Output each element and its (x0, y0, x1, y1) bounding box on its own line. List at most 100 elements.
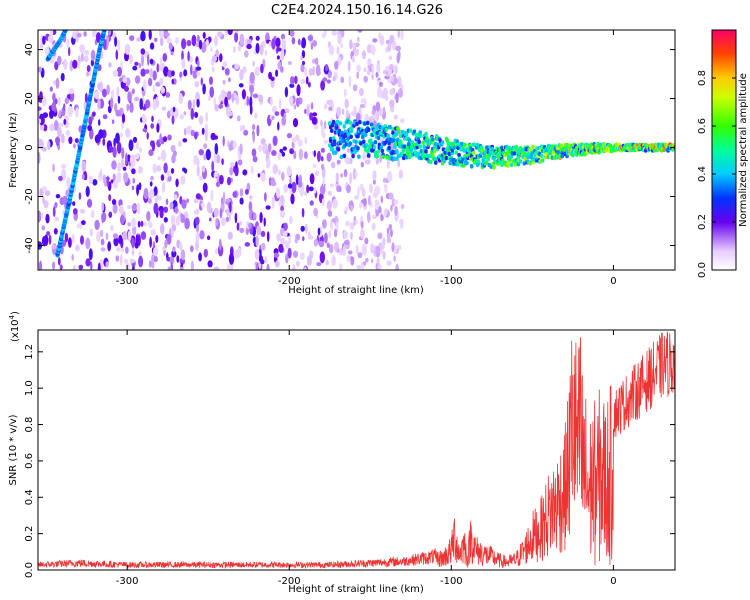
heatmap-cell (196, 222, 199, 234)
heatmap-cell (214, 248, 219, 255)
heatmap-cell (397, 76, 402, 88)
heatmap-cell (360, 161, 364, 168)
heatmap-cell (361, 188, 366, 198)
heatmap-cell (266, 263, 270, 270)
heatmap-cell (370, 258, 374, 264)
heatmap-cell (215, 49, 220, 58)
heatmap-cell (340, 30, 345, 38)
heatmap-cell (125, 152, 128, 165)
heatmap-cell (265, 205, 271, 210)
top-y-ticks: -40 -20 0 20 40 (24, 43, 675, 254)
heatmap-cell (122, 77, 127, 84)
heatmap-cell (176, 255, 180, 263)
heatmap-cell (360, 262, 364, 270)
heatmap-cell (310, 42, 314, 51)
heatmap-cell (371, 222, 376, 231)
heatmap-cell (328, 230, 332, 239)
heatmap-cell (234, 249, 240, 259)
heatmap-cell (345, 157, 351, 165)
heatmap-cell (81, 160, 87, 172)
heatmap-cell (62, 195, 68, 205)
heatmap-cell (324, 63, 329, 72)
heatmap-cell (224, 68, 230, 76)
heatmap-cell (62, 103, 66, 112)
colorbar: 0.0 0.2 0.4 0.6 0.8 Normalized spectral ampl… (697, 29, 749, 278)
heatmap-cell (108, 211, 113, 218)
heatmap-cell (156, 123, 160, 133)
heatmap-cell (197, 60, 200, 67)
heatmap-cell (359, 104, 365, 108)
heatmap-cell (64, 97, 70, 105)
heatmap-cell (163, 66, 169, 77)
heatmap-cell (301, 37, 307, 49)
heatmap-cell (305, 223, 308, 234)
heatmap-cell (200, 202, 205, 208)
heatmap-cell (167, 69, 173, 78)
heatmap-cell (372, 214, 377, 219)
heatmap-cell (163, 162, 168, 174)
heatmap-cell (151, 115, 154, 123)
heatmap-cell (90, 210, 95, 218)
heatmap-cell (281, 151, 286, 157)
heatmap-cell (138, 250, 142, 257)
heatmap-cell (132, 136, 138, 143)
heatmap-cell (160, 149, 167, 162)
heatmap-cell (115, 49, 119, 60)
heatmap-cell (116, 141, 122, 154)
heatmap-cell (332, 139, 337, 144)
heatmap-cell (328, 138, 333, 143)
heatmap-cell (529, 154, 533, 160)
heatmap-cell (239, 188, 244, 197)
heatmap-cell (193, 198, 199, 204)
heatmap-cell (55, 77, 60, 89)
heatmap-cell (196, 165, 200, 177)
heatmap-cell (213, 97, 217, 107)
heatmap-cell (171, 70, 175, 77)
heatmap-cell (372, 145, 377, 150)
heatmap-cell (135, 234, 139, 246)
heatmap-cell (444, 155, 449, 161)
heatmap-cell (68, 136, 73, 145)
heatmap-cell (141, 54, 144, 67)
heatmap-cell (152, 163, 158, 174)
heatmap-cell (63, 30, 68, 33)
heatmap-cell (295, 174, 299, 186)
heatmap-cell (513, 162, 518, 167)
heatmap-cell (127, 91, 132, 103)
heatmap-cell (49, 109, 54, 120)
top-x-ticks: -300 -200 -100 0 (116, 30, 617, 287)
heatmap-cell (346, 184, 351, 194)
heatmap-cell (361, 97, 364, 104)
heatmap-cell (129, 35, 135, 41)
heatmap-cell (328, 44, 335, 56)
heatmap-cell (119, 77, 123, 83)
heatmap-cell (281, 38, 287, 50)
heatmap-cell (117, 162, 121, 172)
heatmap-cell (88, 175, 94, 185)
heatmap-cell (354, 139, 358, 144)
heatmap-cell (334, 125, 339, 130)
heatmap-cell (58, 122, 64, 128)
heatmap-cell (134, 61, 139, 66)
heatmap-cell (112, 70, 119, 77)
bottom-x-axis-label: Height of straight line (km) (288, 584, 424, 595)
heatmap-cell (41, 96, 47, 107)
heatmap-cell (390, 204, 393, 212)
heatmap-cell (162, 53, 168, 62)
heatmap-cell (81, 173, 85, 180)
heatmap-cell (382, 106, 386, 115)
heatmap-cell (307, 81, 311, 88)
heatmap-cell (366, 69, 371, 76)
heatmap-cell (379, 145, 384, 150)
y-tick-label: -40 (24, 237, 35, 253)
heatmap-cell (351, 153, 355, 159)
heatmap-cell (300, 55, 303, 61)
heatmap-cell (397, 30, 400, 39)
heatmap-cell (283, 230, 288, 238)
heatmap-cell (202, 182, 208, 193)
heatmap-cell (147, 77, 153, 87)
heatmap-cell (291, 141, 295, 149)
heatmap-cell (81, 220, 86, 226)
heatmap-cell (331, 254, 336, 267)
heatmap-cell (72, 143, 76, 149)
